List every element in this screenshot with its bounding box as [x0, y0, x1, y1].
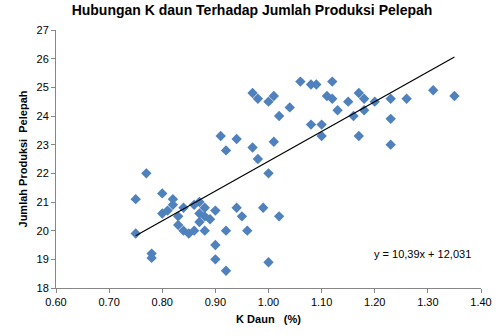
svg-text:18: 18 [37, 282, 49, 294]
svg-text:1.30: 1.30 [417, 296, 438, 308]
svg-text:19: 19 [37, 253, 49, 265]
svg-text:Hubungan K daun Terhadap Jumla: Hubungan K daun Terhadap Jumlah Produksi… [72, 2, 433, 18]
svg-text:Jumlah Produksi Pelepah: Jumlah Produksi Pelepah [17, 90, 29, 227]
svg-text:24: 24 [37, 110, 49, 122]
svg-text:26: 26 [37, 53, 49, 65]
svg-text:0.70: 0.70 [98, 296, 119, 308]
svg-text:1.20: 1.20 [364, 296, 385, 308]
svg-text:1.00: 1.00 [258, 296, 279, 308]
svg-text:23: 23 [37, 139, 49, 151]
svg-text:0.90: 0.90 [205, 296, 226, 308]
svg-text:21: 21 [37, 196, 49, 208]
svg-text:1.10: 1.10 [311, 296, 332, 308]
svg-text:27: 27 [37, 24, 49, 36]
svg-text:22: 22 [37, 167, 49, 179]
svg-text:0.80: 0.80 [152, 296, 173, 308]
svg-text:0.60: 0.60 [45, 296, 66, 308]
svg-text:K Daun (%): K Daun (%) [236, 313, 301, 325]
svg-text:20: 20 [37, 225, 49, 237]
svg-text:1.40: 1.40 [470, 296, 491, 308]
svg-text:25: 25 [37, 81, 49, 93]
svg-text:y = 10,39x + 12,031: y = 10,39x + 12,031 [374, 248, 471, 260]
